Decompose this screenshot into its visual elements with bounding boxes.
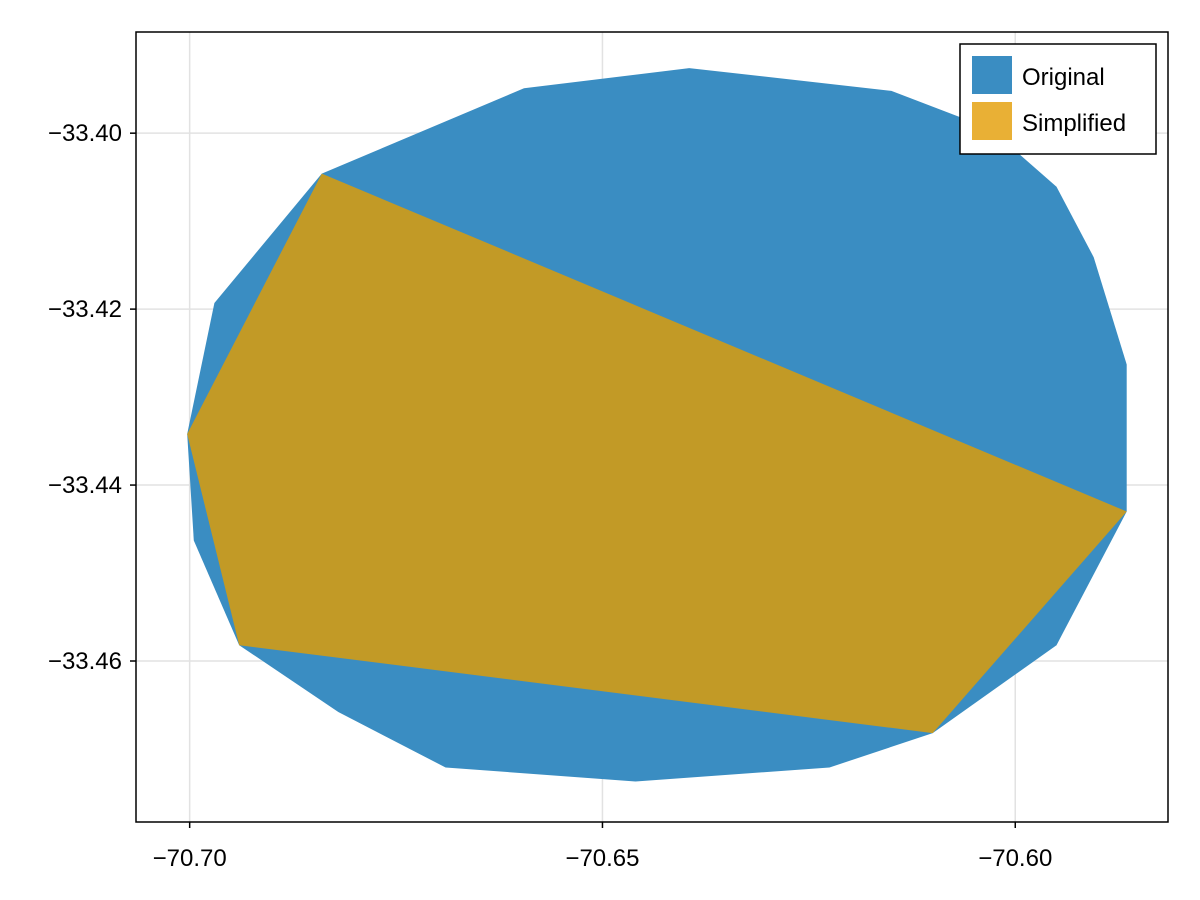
legend: Original Simplified [959,43,1157,155]
x-tick-label: −70.65 [565,845,639,872]
y-tick-label: −33.46 [48,648,122,675]
legend-label-simplified: Simplified [1022,110,1126,137]
y-tick-label: −33.44 [48,472,122,499]
plot-area [187,68,1127,782]
x-tick-label: −70.60 [978,845,1052,872]
axes: −70.70 −70.65 −70.60 −33.40 −33.42 −33.44 −33.… [48,120,1052,872]
legend-swatch-simplified [972,102,1012,140]
y-tick-label: −33.40 [48,120,122,147]
y-tick-label: −33.42 [48,296,122,323]
x-tick-label: −70.70 [153,845,227,872]
polygon-simplified [187,173,1127,734]
plot-frame [135,31,1169,823]
legend-label-original: Original [1022,64,1105,91]
legend-swatch-original [972,56,1012,94]
